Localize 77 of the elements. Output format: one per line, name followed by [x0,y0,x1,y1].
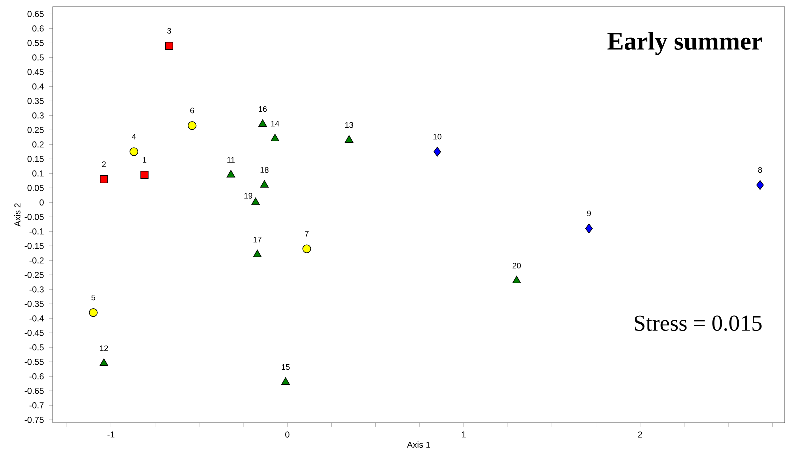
point [253,250,262,258]
y-tick-label: 0.1 [32,170,44,177]
point [100,175,108,184]
point [258,120,268,127]
annotation: 5 [92,294,96,301]
y-tick-label: -0.75 [24,417,44,424]
y-tick-label: 0.05 [28,185,44,192]
y-tick-label: 0.35 [28,98,44,104]
point [130,148,138,156]
annotation: 20 [512,263,522,269]
annotation: 17 [254,237,262,243]
point [100,358,108,366]
point [260,180,269,188]
annotation: 4 [132,134,136,140]
text: Early summer [608,32,762,56]
point [302,244,312,254]
annotation: 7 [305,231,309,237]
y-tick-label: -0.4 [30,316,44,322]
point [140,171,149,180]
point [165,42,174,50]
y-tick-label: 0.55 [28,40,44,46]
x-tick-label: -1 [108,432,115,438]
y-tick-label: -0.7 [30,402,44,409]
annotation: 15 [282,364,290,370]
point [226,170,236,178]
x-tick-label: 1 [462,432,466,438]
point [252,198,260,206]
x-axis-title: Axis 1 [407,442,430,448]
y-tick-label: -0.5 [30,344,44,351]
y-axis-title: Axis 2 [14,204,21,227]
y-tick-label: 0.45 [28,69,44,76]
y-tick-label: 0.2 [32,142,44,148]
point [585,224,593,234]
point [89,308,98,318]
y-tick-label: 0.4 [32,84,44,90]
x-tick-label: 0 [286,432,290,438]
y-tick-label: -0.45 [24,330,44,336]
y-tick-label: -0.35 [24,301,44,308]
annotation: 9 [587,210,592,216]
y-tick-label: -0.2 [30,258,44,264]
point [270,134,280,142]
y-tick-label: 0.5 [32,54,44,61]
point [434,147,442,157]
y-tick-label: 0.15 [28,156,44,162]
annotation: 18 [260,167,269,174]
point [188,122,197,130]
y-tick-label: -0.6 [30,374,44,380]
y-tick-label: -0.55 [24,359,44,366]
y-tick-label: 0.65 [28,11,44,18]
annotation: 10 [434,134,442,140]
y-tick-label: -0.15 [24,243,44,250]
annotation: 14 [271,121,280,127]
annotation: Stress = 0.015 [635,316,762,332]
y-tick-label: -0.65 [24,388,44,394]
annotation: 12 [100,346,108,352]
point [345,135,354,143]
annotation: 6 [190,108,194,114]
y-tick-label: 0 [40,200,44,206]
point [756,180,764,190]
point [282,378,290,385]
y-tick-label: -0.25 [24,272,44,278]
x-tick-label: 2 [638,432,642,438]
y-tick-label: 0.25 [28,127,44,134]
y-tick-label: -0.3 [30,286,44,293]
y-tick-label: -0.1 [30,228,44,235]
y-tick-label: 0.3 [32,112,44,119]
annotation: 2 [102,162,106,168]
y-tick-label: 0.6 [32,26,44,32]
annotation: 16 [259,106,267,112]
annotation: 19 [244,193,253,199]
annotation: 13 [345,122,354,128]
annotation: 1 [143,157,147,163]
point [512,276,522,284]
annotation: 8 [758,167,762,174]
annotation: 3 [168,28,172,34]
annotation: 11 [228,157,235,163]
y-tick-label: -0.05 [24,214,44,220]
